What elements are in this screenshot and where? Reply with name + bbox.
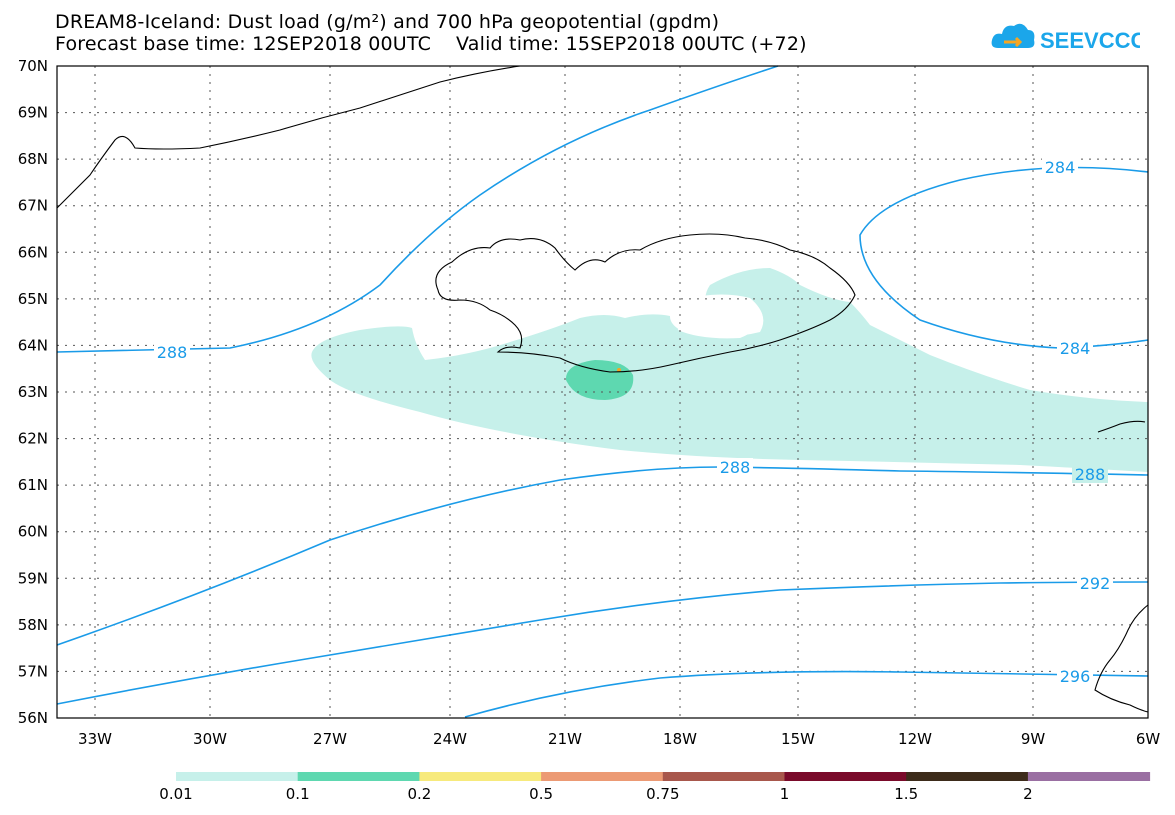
longitude-label: 21W [548,730,582,748]
logo-text: SEEVCCC [1040,28,1140,53]
longitude-label: 9W [1021,730,1046,748]
map-subtitle: Forecast base time: 12SEP2018 00UTC Vali… [55,33,807,55]
latitude-label: 58N [18,616,48,634]
colorbar-swatch [1027,772,1151,781]
longitude-label: 12W [898,730,932,748]
coast-greenland [56,65,521,209]
contour-label-bg [1057,667,1093,685]
longitude-labels: 33W 30W 27W 24W 21W 18W 15W 12W 9W 6W [78,730,1160,748]
colorbar-label: 0.1 [285,785,310,803]
longitude-label: 15W [781,730,815,748]
latitude-label: 63N [18,383,48,401]
contour-label-bg [1042,158,1078,176]
colorbar-label: 1.5 [894,785,919,803]
colorbar [176,772,1151,781]
contour-label: 284 [1045,158,1076,177]
latitude-label: 70N [18,57,48,75]
coastlines [56,65,1149,713]
coast-scotland [1094,604,1149,713]
colorbar-label: 0.01 [159,785,193,803]
latitude-label: 68N [18,150,48,168]
colorbar-label: 1 [779,785,790,803]
latitude-label: 60N [18,523,48,541]
colorbar-swatch [419,772,542,781]
latitude-label: 67N [18,197,48,215]
colorbar-swatch [297,772,420,781]
contour-label-bg [154,343,190,361]
coast-iceland [435,233,856,373]
colorbar-label: 0.5 [529,785,554,803]
colorbar-label: 0.75 [646,785,680,803]
dust-area-mid [565,360,634,400]
latitude-label: 64N [18,336,48,354]
colorbar-swatch [906,772,1029,781]
contour-label-bg [717,458,753,476]
colorbar-label: 2 [1023,785,1033,803]
longitude-label: 6W [1136,730,1161,748]
latitude-label: 66N [18,243,48,261]
longitude-label: 30W [193,730,227,748]
coast-faroe-shetland [1097,420,1146,433]
contour-label-bg [1072,465,1108,483]
contour-label-bg [1057,339,1093,357]
colorbar-swatch [541,772,664,781]
contour-label: 296 [1060,667,1091,686]
contour-label: 288 [1075,465,1106,484]
contour-296 [464,670,1149,718]
graticule [57,66,1148,718]
dust-source-point [617,368,621,372]
latitude-label: 61N [18,476,48,494]
contour-292 [56,581,1149,705]
latitude-label: 59N [18,569,48,587]
contour-label: 292 [1080,574,1111,593]
latitude-label: 62N [18,430,48,448]
longitude-label: 24W [433,730,467,748]
latitude-label: 69N [18,104,48,122]
colorbar-swatch [662,772,785,781]
latitude-label: 57N [18,662,48,680]
colorbar-swatch [784,772,907,781]
contour-label-bg [1077,574,1113,592]
contour-284 [859,166,1149,349]
latitude-label: 56N [18,709,48,727]
latitude-labels: 70N 69N 68N 67N 66N 65N 64N 63N 62N 61N 60N 59N 58N 5… [18,57,48,727]
seevccc-logo: SEEVCCC [991,23,1140,53]
map-frame [56,65,1149,719]
longitude-label: 27W [313,730,347,748]
map-title: DREAM8-Iceland: Dust load (g/m²) and 700… [55,11,720,33]
dust-area-low [311,268,1148,472]
contour-label: 288 [157,343,188,362]
contour-label: 288 [720,458,751,477]
dust-free-interior [670,294,764,337]
latitude-label: 65N [18,290,48,308]
colorbar-label: 0.2 [407,785,432,803]
colorbar-swatch [176,772,299,781]
contour-label: 284 [1060,339,1091,358]
longitude-label: 18W [663,730,697,748]
contour-labels: 288 288 288 284 284 292 296 [154,158,1113,686]
longitude-label: 33W [78,730,112,748]
contour-288-north [56,65,779,353]
contour-288-south [56,466,1149,646]
